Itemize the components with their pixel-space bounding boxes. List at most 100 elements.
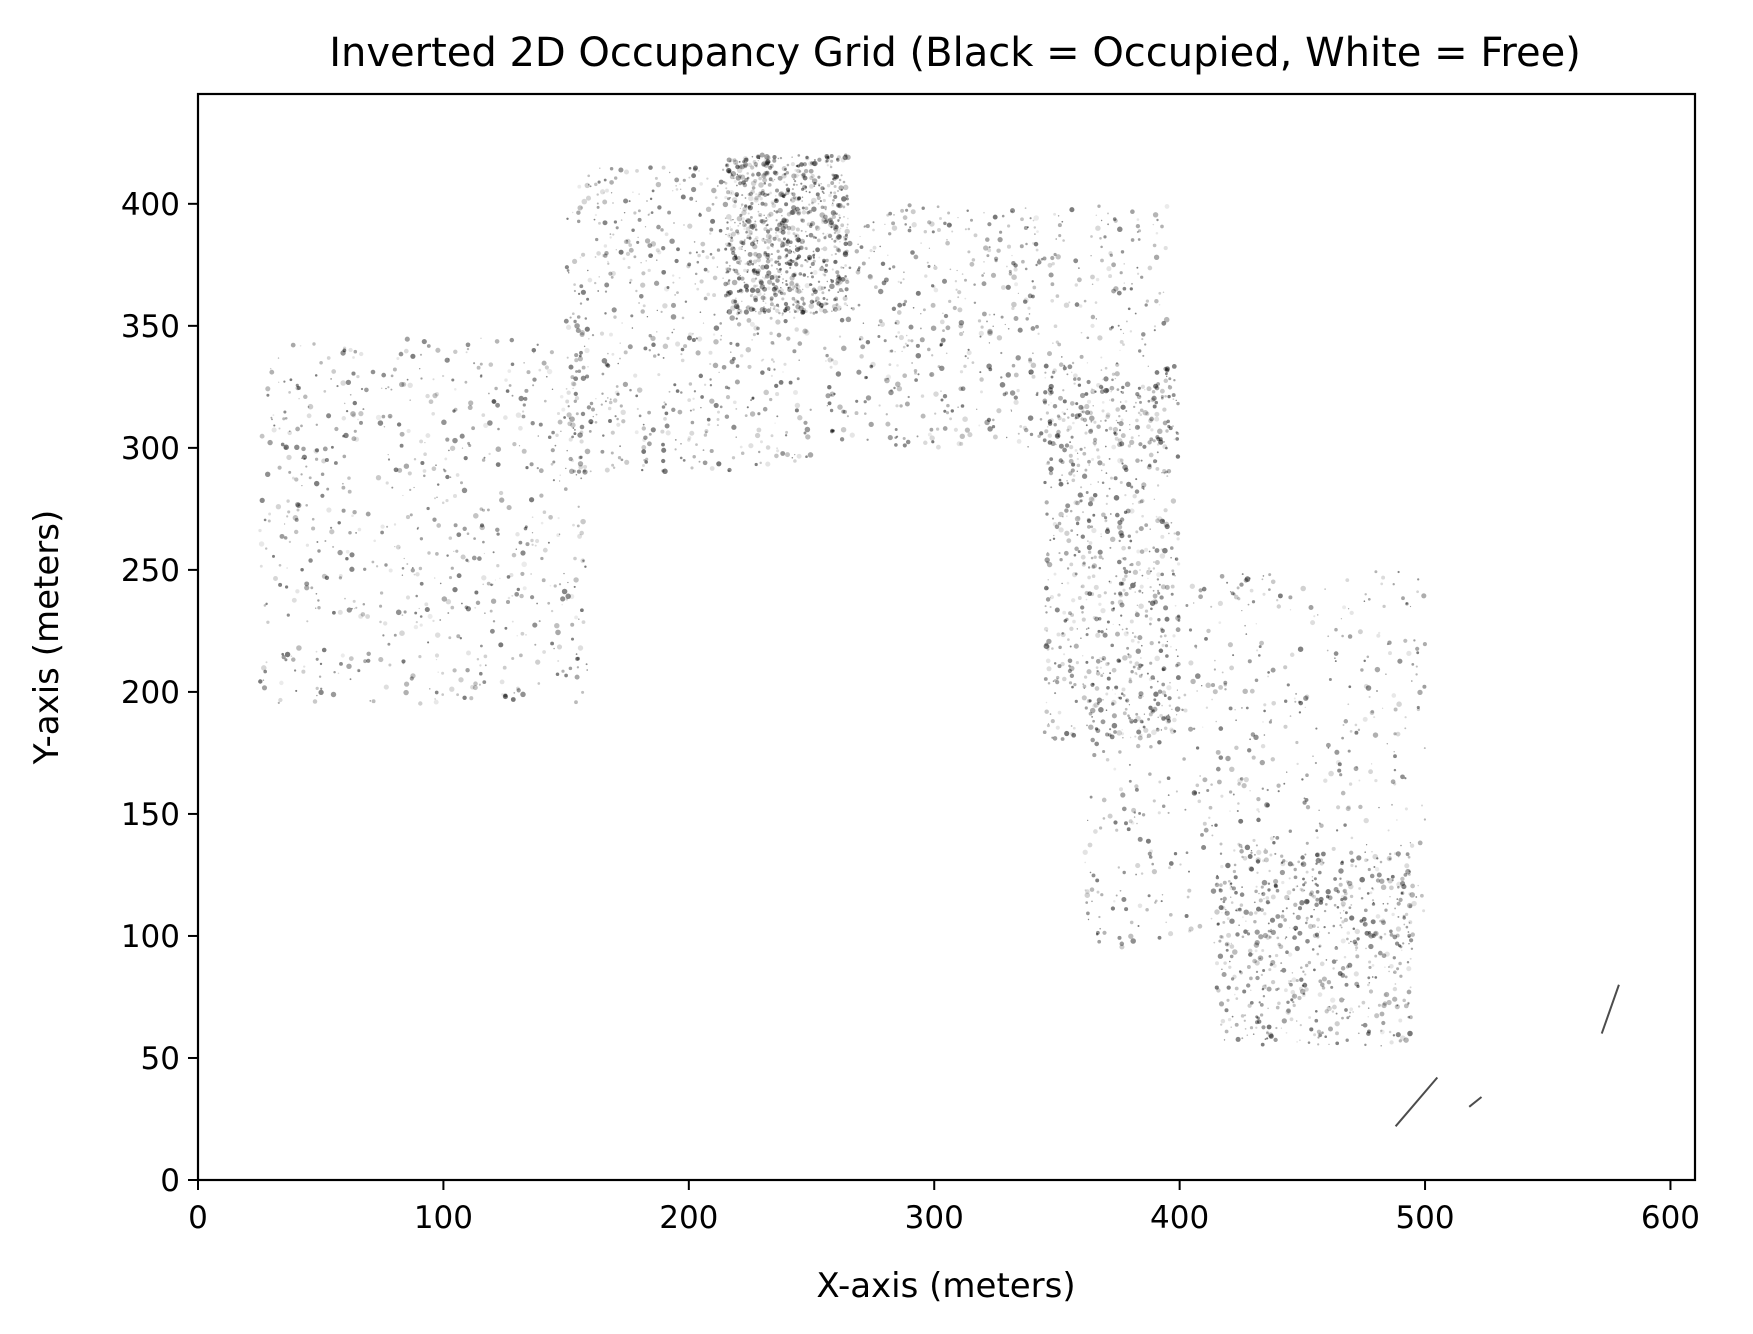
occupied-cell — [1163, 316, 1170, 323]
occupied-cell — [713, 325, 720, 331]
occupied-cell — [353, 607, 356, 610]
occupied-cell — [1074, 699, 1078, 703]
occupied-cell — [278, 697, 283, 703]
occupied-cell — [1160, 900, 1163, 903]
occupied-cell — [1042, 398, 1048, 404]
occupied-cell — [1299, 1023, 1302, 1027]
occupied-cell — [794, 247, 800, 253]
occupied-cell — [850, 307, 853, 309]
occupied-cell — [584, 448, 591, 455]
occupied-cell — [1267, 922, 1270, 925]
occupied-cell — [1097, 617, 1102, 621]
occupied-cell — [1123, 467, 1129, 473]
occupied-cell — [812, 160, 818, 167]
occupied-cell — [1097, 481, 1099, 483]
occupied-cell — [1300, 855, 1305, 860]
occupied-cell — [482, 583, 485, 586]
occupied-cell — [1246, 932, 1251, 936]
occupied-cell — [929, 221, 935, 227]
occupied-cell — [729, 359, 735, 365]
occupied-cell — [1118, 421, 1124, 427]
occupied-cell — [1151, 709, 1154, 713]
occupied-cell — [808, 168, 814, 174]
occupied-cell — [1345, 806, 1351, 812]
occupied-cell — [1255, 1026, 1258, 1029]
occupied-cell — [819, 212, 825, 218]
occupied-cell — [1400, 844, 1402, 847]
occupied-cell — [1091, 716, 1093, 718]
occupied-cell — [1140, 657, 1142, 659]
occupied-cell — [1086, 911, 1090, 916]
occupied-cell — [1162, 407, 1167, 412]
occupied-cell — [1340, 938, 1346, 944]
occupied-cell — [703, 383, 707, 386]
occupied-cell — [792, 285, 796, 289]
occupied-cell — [1255, 885, 1258, 888]
occupied-cell — [794, 327, 799, 332]
occupied-cell — [736, 184, 738, 187]
occupied-cell — [1382, 903, 1385, 905]
occupied-cell — [1337, 768, 1342, 773]
occupied-cell — [1116, 524, 1123, 530]
occupied-cell — [686, 264, 691, 269]
occupied-cell — [1118, 787, 1124, 792]
occupied-cell — [1047, 421, 1053, 426]
occupied-cell — [888, 232, 892, 236]
occupied-cell — [837, 279, 843, 285]
occupied-cell — [1103, 591, 1107, 595]
occupied-cell — [700, 395, 704, 399]
occupied-cell — [1286, 1008, 1291, 1014]
occupied-cell — [1114, 693, 1116, 695]
occupied-cell — [970, 218, 973, 222]
occupied-cell — [765, 252, 770, 257]
occupied-cell — [363, 567, 367, 571]
occupied-cell — [735, 364, 740, 368]
occupied-cell — [1135, 610, 1138, 614]
occupied-cell — [271, 427, 277, 433]
occupied-cell — [1318, 979, 1323, 984]
occupied-cell — [337, 672, 340, 675]
occupied-cell — [728, 264, 731, 267]
occupied-cell — [662, 343, 669, 350]
occupied-cell — [563, 487, 568, 491]
occupied-cell — [859, 245, 864, 249]
occupied-cell — [741, 241, 746, 246]
occupied-cell — [1074, 417, 1078, 420]
occupied-cell — [973, 301, 977, 305]
occupied-cell — [1391, 803, 1393, 806]
occupied-cell — [826, 311, 829, 313]
occupied-cell — [1316, 614, 1319, 616]
occupied-cell — [1250, 989, 1252, 991]
occupied-cell — [705, 206, 712, 213]
occupied-cell — [1265, 900, 1270, 905]
occupied-cell — [1044, 585, 1049, 591]
occupied-cell — [668, 390, 671, 393]
occupied-cell — [1406, 1001, 1410, 1005]
occupied-cell — [811, 161, 817, 167]
occupied-cell — [555, 629, 561, 636]
occupied-cell — [359, 351, 364, 357]
occupied-cell — [827, 160, 830, 163]
occupied-cell — [1370, 763, 1373, 765]
occupied-cell — [1126, 631, 1129, 634]
occupied-cell — [1059, 558, 1063, 562]
occupied-cell — [1305, 841, 1309, 845]
occupied-cell — [1249, 1000, 1254, 1005]
occupied-cell — [757, 310, 762, 315]
occupied-cell — [337, 609, 343, 615]
occupied-cell — [315, 423, 319, 427]
occupied-cell — [902, 436, 906, 441]
occupied-cell — [1083, 675, 1088, 679]
occupied-cell — [1101, 512, 1106, 518]
occupied-cell — [573, 556, 577, 561]
occupied-cell — [1133, 635, 1137, 639]
occupied-cell — [837, 276, 842, 281]
occupied-cell — [1091, 563, 1098, 569]
occupied-cell — [1141, 485, 1145, 490]
occupied-cell — [415, 594, 418, 598]
occupied-cell — [1066, 538, 1072, 544]
occupied-cell — [441, 419, 447, 426]
occupied-cell — [835, 371, 842, 377]
occupied-cell — [349, 678, 352, 681]
occupied-cell — [967, 357, 969, 360]
